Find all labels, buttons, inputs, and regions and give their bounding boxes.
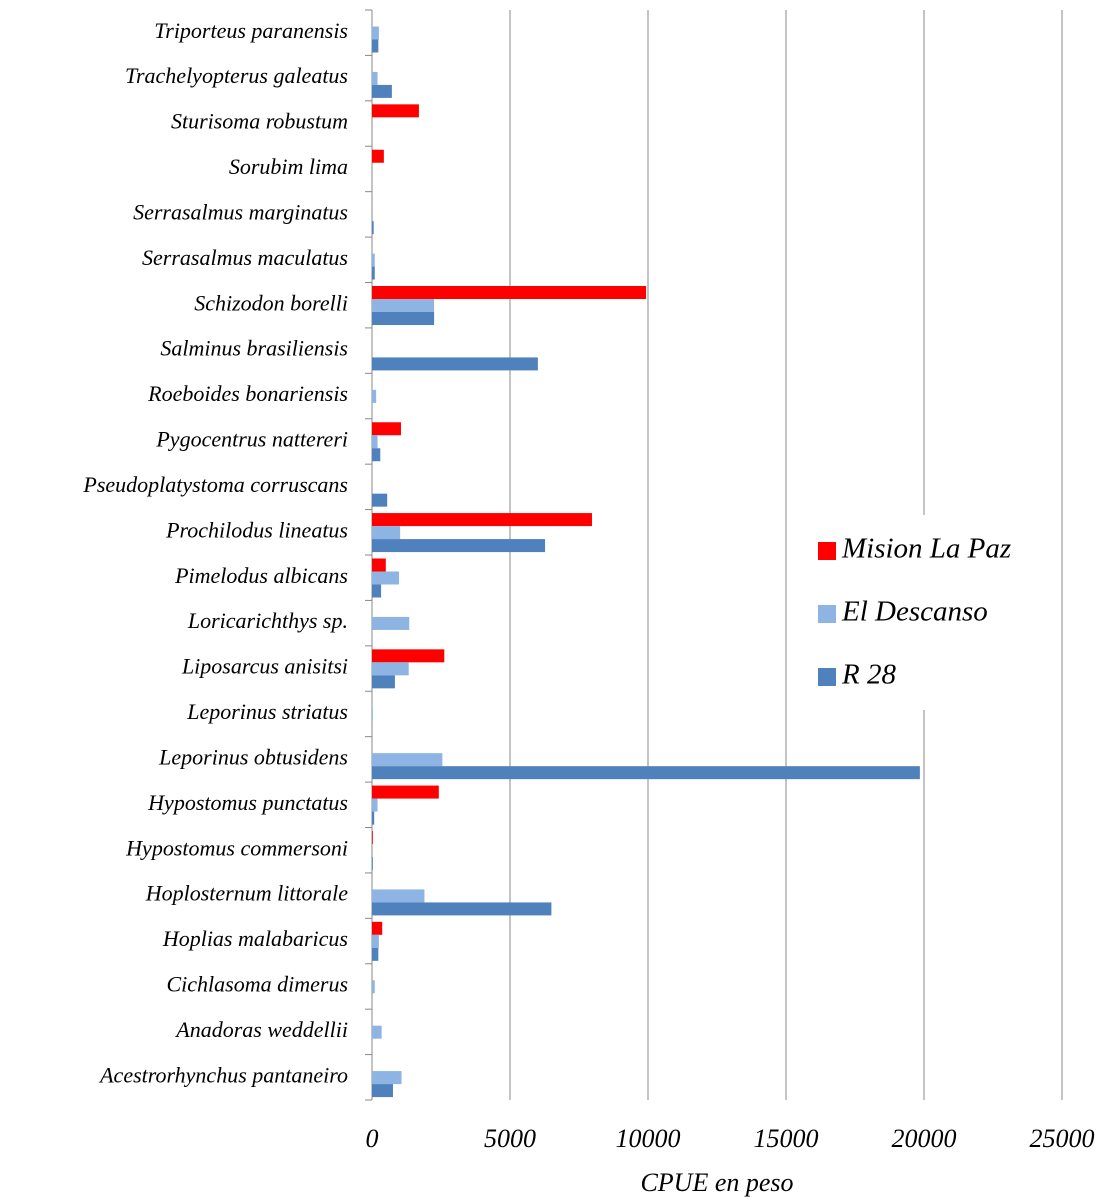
bar bbox=[372, 266, 375, 280]
legend-label: R 28 bbox=[841, 659, 896, 691]
bar bbox=[372, 1071, 402, 1085]
bar bbox=[372, 947, 379, 961]
bar bbox=[372, 571, 400, 585]
bar bbox=[372, 389, 377, 403]
y-tick-label: Triporteus paranensis bbox=[154, 18, 348, 43]
bar bbox=[372, 84, 392, 98]
x-tick-label: 0 bbox=[366, 1124, 379, 1153]
y-tick-label: Salminus brasiliensis bbox=[160, 336, 348, 361]
y-tick-label: Serrasalmus marginatus bbox=[133, 199, 348, 224]
bar bbox=[372, 1025, 382, 1039]
y-tick-label: Hypostomus punctatus bbox=[147, 790, 348, 815]
bar bbox=[372, 662, 409, 676]
y-tick-label: Serrasalmus maculatus bbox=[142, 245, 348, 270]
y-tick-label: Loricarichthys sp. bbox=[187, 608, 348, 633]
y-tick-label: Leporinus obtusidens bbox=[158, 744, 348, 769]
y-tick-label: Hypostomus commersoni bbox=[125, 835, 348, 860]
bar bbox=[372, 902, 552, 916]
bar bbox=[372, 539, 546, 553]
legend-swatch bbox=[818, 668, 836, 686]
bar bbox=[372, 39, 379, 53]
bar bbox=[372, 422, 401, 436]
y-tick-label: Liposarcus anisitsi bbox=[181, 654, 348, 679]
bar bbox=[372, 616, 410, 630]
bar bbox=[372, 707, 373, 721]
bar bbox=[372, 357, 538, 371]
x-axis-label: CPUE en peso bbox=[640, 1168, 793, 1197]
bar bbox=[372, 980, 375, 994]
y-tick-label: Schizodon borelli bbox=[194, 290, 348, 315]
bar bbox=[372, 766, 920, 780]
y-tick-label: Hoplias malabaricus bbox=[162, 926, 348, 951]
bar bbox=[372, 493, 388, 507]
bar bbox=[372, 649, 445, 663]
bar bbox=[372, 798, 378, 812]
y-tick-label: Roeboides bonariensis bbox=[147, 381, 348, 406]
bar bbox=[372, 71, 378, 85]
legend-swatch bbox=[818, 542, 836, 560]
bar bbox=[372, 253, 375, 267]
bar bbox=[372, 889, 425, 903]
y-tick-label: Leporinus striatus bbox=[186, 699, 348, 724]
bar bbox=[372, 312, 435, 325]
y-tick-label: Cichlasoma dimerus bbox=[167, 972, 349, 997]
bar bbox=[372, 26, 379, 40]
bar bbox=[372, 1084, 393, 1098]
bar bbox=[372, 221, 374, 235]
bar bbox=[372, 857, 373, 870]
bar bbox=[372, 785, 439, 799]
bar bbox=[372, 811, 375, 825]
bar bbox=[372, 934, 379, 948]
bar bbox=[372, 299, 435, 312]
bar bbox=[372, 435, 378, 449]
bar bbox=[372, 558, 386, 572]
bar bbox=[372, 831, 373, 844]
x-tick-label: 15000 bbox=[754, 1124, 819, 1153]
y-tick-label: Sturisoma robustum bbox=[171, 109, 348, 134]
bar bbox=[372, 921, 383, 935]
bar bbox=[372, 448, 381, 462]
y-tick-label: Hoplosternum littorale bbox=[145, 881, 349, 906]
y-tick-label: Anadoras weddellii bbox=[174, 1017, 348, 1042]
bar bbox=[372, 513, 592, 527]
y-tick-label: Pygocentrus nattereri bbox=[155, 427, 348, 452]
legend-label: Mision La Paz bbox=[841, 533, 1011, 565]
legend-swatch bbox=[818, 605, 836, 623]
bar bbox=[372, 286, 647, 299]
x-tick-label: 5000 bbox=[484, 1124, 536, 1153]
bar bbox=[372, 149, 384, 163]
x-tick-label: 25000 bbox=[1030, 1124, 1095, 1153]
bar bbox=[372, 753, 443, 767]
y-tick-label: Trachelyopterus galeatus bbox=[125, 63, 348, 88]
y-tick-label: Pseudoplatystoma corruscans bbox=[82, 472, 348, 497]
legend-box bbox=[806, 515, 1042, 710]
bar bbox=[372, 526, 401, 540]
y-tick-label: Acestrorhynchus pantaneiro bbox=[98, 1062, 348, 1087]
x-tick-label: 10000 bbox=[616, 1124, 681, 1153]
bar bbox=[372, 104, 419, 118]
legend-label: El Descanso bbox=[841, 596, 988, 628]
bar bbox=[372, 675, 395, 689]
y-tick-label: Pimelodus albicans bbox=[174, 563, 348, 588]
y-tick-label: Prochilodus lineatus bbox=[165, 517, 348, 542]
y-tick-label: Sorubim lima bbox=[229, 154, 348, 179]
x-tick-label: 20000 bbox=[892, 1124, 957, 1153]
bar bbox=[372, 584, 382, 598]
